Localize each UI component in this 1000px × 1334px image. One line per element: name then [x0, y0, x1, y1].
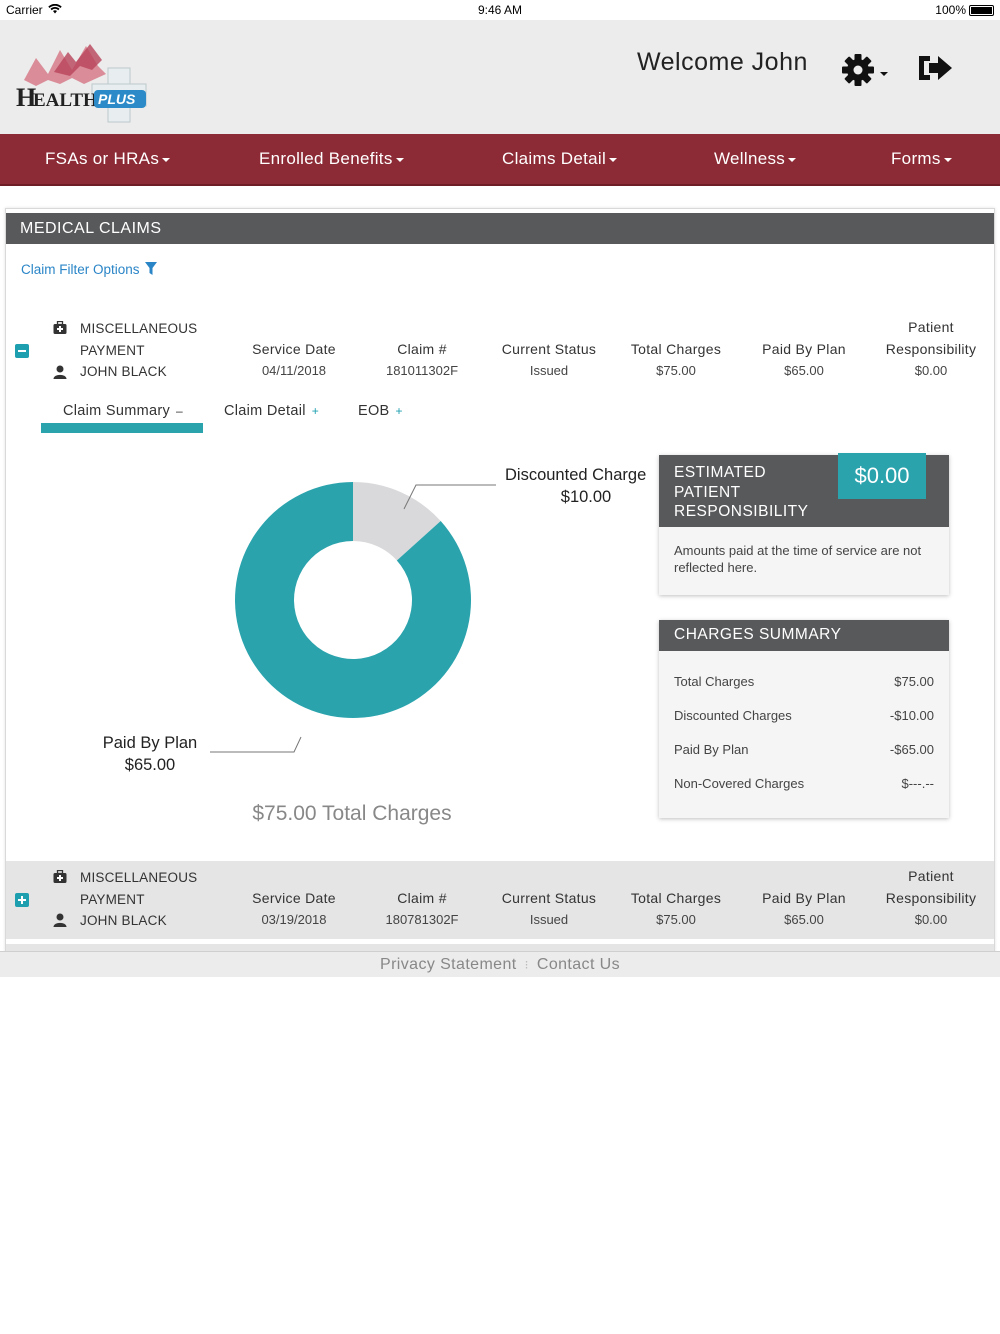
- claim-tabs: Claim Summary – Claim Detail + EOB +: [6, 401, 994, 441]
- app-header: H EALTH PLUS Welcome John: [0, 20, 1000, 134]
- chevron-down-icon: [609, 157, 618, 162]
- claim-row[interactable]: MISCELLANEOUS PAYMENT JOHN BLACK Service…: [6, 861, 994, 939]
- expand-icon[interactable]: [15, 893, 29, 907]
- claim-type-line1: MISCELLANEOUS: [80, 870, 198, 885]
- discounted-charge-value: $10.00: [561, 488, 611, 506]
- slice-discounted-charges: [353, 482, 441, 561]
- contact-us-link[interactable]: Contact Us: [536, 956, 620, 973]
- medical-kit-icon: [53, 870, 67, 883]
- claim-patient-name: JOHN BLACK: [80, 364, 167, 379]
- status-cell: Current Status Issued: [501, 890, 597, 927]
- total-charges-cell: Total Charges $75.00: [630, 890, 722, 927]
- nav-claims-detail[interactable]: Claims Detail: [502, 149, 618, 169]
- chevron-down-icon: [162, 157, 171, 162]
- minus-icon: –: [176, 404, 184, 418]
- plus-icon: +: [311, 404, 320, 418]
- patient-responsibility-cell: Patient Responsibility $0.00: [885, 319, 977, 378]
- claim-type-line2: PAYMENT: [80, 892, 145, 907]
- claim-type-line2: PAYMENT: [80, 343, 145, 358]
- medical-kit-icon: [53, 321, 67, 334]
- slice-paid-by-plan: [235, 482, 472, 718]
- nav-wellness[interactable]: Wellness: [714, 149, 797, 169]
- footer-divider: ⁝: [524, 958, 529, 972]
- user-icon: [53, 913, 67, 927]
- discounted-charge-label: Discounted Charge: [505, 466, 646, 484]
- estimated-responsibility-header: ESTIMATED PATIENT RESPONSIBILITY $0.00: [659, 453, 949, 527]
- status-cell: Current Status Issued: [501, 341, 597, 378]
- plus-icon: +: [395, 404, 403, 418]
- total-charges-caption: $75.00 Total Charges: [252, 802, 451, 825]
- panel-title: MEDICAL CLAIMS: [6, 213, 994, 244]
- charges-donut-chart: Discounted Charge $10.00 Paid By Plan $6…: [103, 466, 646, 825]
- total-charges-cell: Total Charges $75.00: [630, 341, 722, 378]
- tab-claim-summary[interactable]: Claim Summary –: [63, 403, 184, 419]
- nav-enrolled-benefits[interactable]: Enrolled Benefits: [259, 149, 404, 169]
- service-date-cell: Service Date 03/19/2018: [252, 890, 336, 927]
- user-icon: [53, 365, 67, 379]
- status-bar: Carrier 9:46 AM 100%: [0, 0, 1000, 20]
- tab-eob[interactable]: EOB +: [358, 403, 403, 419]
- nav-forms[interactable]: Forms: [891, 149, 952, 169]
- claim-filter-options-link[interactable]: Claim Filter Options: [21, 262, 158, 277]
- estimated-responsibility-label: ESTIMATED PATIENT RESPONSIBILITY: [674, 464, 809, 520]
- paid-by-plan-label: Paid By Plan: [103, 734, 197, 752]
- leader-line-paid-by-plan: [210, 736, 302, 753]
- chevron-down-icon: [788, 157, 797, 162]
- nav-fsas-hras[interactable]: FSAs or HRAs: [45, 149, 171, 169]
- claim-row[interactable]: MISCELLANEOUS PAYMENT JOHN BLACK Service…: [6, 311, 994, 389]
- sign-out-icon[interactable]: [916, 52, 956, 84]
- filter-icon: [145, 262, 158, 275]
- main-nav: FSAs or HRAs Enrolled Benefits Claims De…: [0, 134, 1000, 186]
- paid-by-plan-value: $65.00: [125, 756, 175, 774]
- wifi-icon: [48, 4, 62, 14]
- gear-icon[interactable]: [840, 52, 876, 88]
- service-date-cell: Service Date 04/11/2018: [252, 341, 336, 378]
- svg-text:EALTH: EALTH: [33, 90, 98, 111]
- battery-percent: 100%: [935, 3, 966, 17]
- battery-icon: [969, 5, 994, 16]
- collapse-icon[interactable]: [15, 344, 29, 358]
- svg-text:PLUS: PLUS: [98, 91, 136, 107]
- charges-summary-card: CHARGES SUMMARY Total Charges $75.00 Disc…: [659, 620, 949, 818]
- welcome-message: Welcome John: [637, 48, 808, 76]
- claim-patient-name: JOHN BLACK: [80, 913, 167, 928]
- claim-number-cell: Claim #180781302F: [385, 890, 459, 927]
- chevron-down-icon[interactable]: [880, 72, 888, 76]
- clock: 9:46 AM: [477, 3, 523, 17]
- tab-claim-detail[interactable]: Claim Detail +: [224, 403, 320, 419]
- svg-text:H: H: [16, 83, 36, 112]
- estimated-responsibility-card: ESTIMATED PATIENT RESPONSIBILITY $0.00 A…: [659, 453, 949, 595]
- claim-type-line1: MISCELLANEOUS: [80, 321, 198, 336]
- carrier-label: Carrier: [6, 3, 43, 17]
- health-plus-logo[interactable]: H EALTH PLUS: [14, 40, 154, 126]
- claim-number-cell: Claim #181011302F: [385, 341, 459, 378]
- leader-line-discounted: [403, 484, 496, 510]
- privacy-statement-link[interactable]: Privacy Statement: [380, 956, 517, 973]
- next-claim-row-partial: [6, 944, 994, 952]
- paid-by-plan-cell: Paid By Plan $65.00: [762, 890, 846, 927]
- chevron-down-icon: [395, 157, 404, 162]
- estimated-responsibility-note: Amounts paid at the time of service are …: [674, 543, 922, 575]
- active-tab-indicator: [41, 423, 203, 433]
- medical-claims-panel: MEDICAL CLAIMS Claim Filter Options MISC…: [5, 208, 995, 953]
- estimated-responsibility-amount: $0.00: [838, 453, 926, 499]
- footer: Privacy Statement ⁝ Contact Us: [0, 951, 1000, 977]
- charges-summary-title: CHARGES SUMMARY: [659, 620, 949, 651]
- patient-responsibility-cell: Patient Responsibility $0.00: [885, 868, 977, 927]
- chevron-down-icon: [943, 157, 952, 162]
- paid-by-plan-cell: Paid By Plan $65.00: [762, 341, 846, 378]
